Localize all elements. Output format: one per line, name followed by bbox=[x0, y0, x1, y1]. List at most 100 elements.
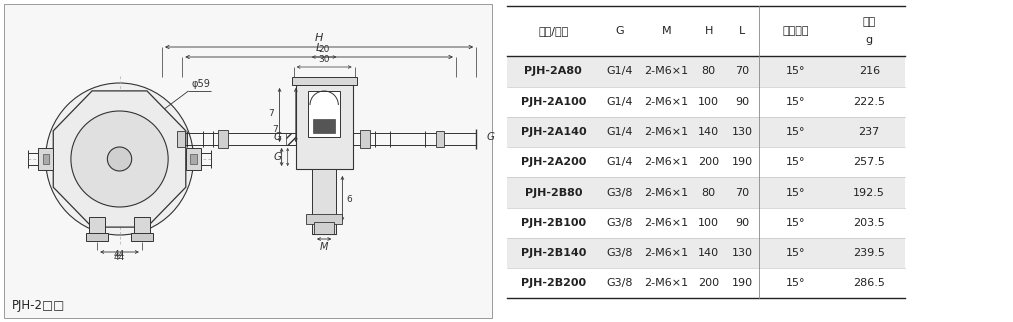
Text: 216: 216 bbox=[859, 66, 879, 77]
Bar bbox=[508, 238, 906, 268]
Bar bbox=[314, 222, 334, 234]
Text: 6: 6 bbox=[346, 194, 353, 204]
Text: 44: 44 bbox=[113, 253, 126, 262]
Text: H: H bbox=[315, 33, 323, 43]
Bar bbox=[508, 56, 906, 87]
Bar bbox=[508, 268, 906, 298]
Text: 70: 70 bbox=[735, 66, 750, 77]
Text: 15°: 15° bbox=[786, 127, 805, 137]
Text: PJH-2A140: PJH-2A140 bbox=[521, 127, 587, 137]
Text: φ59: φ59 bbox=[191, 79, 211, 89]
Bar bbox=[38, 148, 53, 170]
Circle shape bbox=[107, 147, 132, 171]
Text: 140: 140 bbox=[698, 127, 719, 137]
Text: 30: 30 bbox=[318, 55, 330, 64]
Bar bbox=[308, 91, 340, 137]
Bar bbox=[131, 233, 153, 241]
Text: L: L bbox=[738, 26, 746, 36]
Text: G3/8: G3/8 bbox=[607, 248, 633, 258]
Bar bbox=[312, 169, 336, 234]
Text: 15°: 15° bbox=[786, 97, 805, 107]
Text: 2-M6×1: 2-M6×1 bbox=[644, 127, 689, 137]
Text: M: M bbox=[661, 26, 672, 36]
Text: PJH-2A80: PJH-2A80 bbox=[525, 66, 582, 77]
Text: G1/4: G1/4 bbox=[607, 127, 633, 137]
Text: M: M bbox=[320, 242, 328, 252]
Text: 80: 80 bbox=[702, 187, 716, 198]
Text: 239.5: 239.5 bbox=[853, 248, 885, 258]
Text: 设定角度: 设定角度 bbox=[783, 26, 809, 36]
Text: 190: 190 bbox=[731, 278, 753, 289]
Text: 15°: 15° bbox=[786, 278, 805, 289]
Text: PJH-2A100: PJH-2A100 bbox=[521, 97, 587, 107]
Bar bbox=[306, 214, 342, 224]
Text: 2-M6×1: 2-M6×1 bbox=[644, 248, 689, 258]
Text: PJH-2□□: PJH-2□□ bbox=[12, 299, 66, 312]
Text: 130: 130 bbox=[731, 248, 753, 258]
Bar bbox=[134, 217, 150, 235]
Text: 200: 200 bbox=[698, 157, 719, 167]
Bar bbox=[286, 133, 296, 145]
Bar bbox=[508, 117, 906, 147]
Text: G: G bbox=[616, 26, 624, 36]
Bar bbox=[218, 130, 228, 148]
Ellipse shape bbox=[71, 111, 168, 207]
Bar bbox=[436, 131, 444, 147]
Text: 15°: 15° bbox=[786, 157, 805, 167]
Text: G: G bbox=[486, 132, 494, 142]
Text: G1/4: G1/4 bbox=[607, 66, 633, 77]
Text: 90: 90 bbox=[735, 97, 750, 107]
Bar bbox=[190, 154, 197, 164]
Bar bbox=[177, 131, 185, 147]
Bar bbox=[89, 217, 105, 235]
Text: 20: 20 bbox=[318, 45, 330, 54]
Text: 203.5: 203.5 bbox=[853, 218, 885, 228]
Bar bbox=[508, 6, 906, 56]
Text: 7: 7 bbox=[268, 109, 275, 118]
Bar bbox=[296, 79, 353, 169]
Text: 200: 200 bbox=[698, 278, 719, 289]
Text: 222.5: 222.5 bbox=[853, 97, 885, 107]
Text: G3/8: G3/8 bbox=[607, 218, 633, 228]
Bar bbox=[86, 233, 108, 241]
Bar bbox=[313, 119, 335, 133]
Bar bbox=[43, 154, 49, 164]
Text: PJH-2A200: PJH-2A200 bbox=[521, 157, 587, 167]
Text: L: L bbox=[316, 43, 322, 53]
Bar bbox=[292, 77, 357, 85]
Text: G: G bbox=[274, 132, 282, 142]
Text: 15°: 15° bbox=[786, 218, 805, 228]
Text: 2-M6×1: 2-M6×1 bbox=[644, 97, 689, 107]
Text: 100: 100 bbox=[698, 218, 719, 228]
Bar bbox=[508, 208, 906, 238]
Bar bbox=[508, 87, 906, 117]
Text: 15°: 15° bbox=[786, 187, 805, 198]
Text: 单重: 单重 bbox=[863, 17, 876, 27]
Bar bbox=[508, 147, 906, 177]
Bar bbox=[508, 177, 906, 208]
Text: 140: 140 bbox=[698, 248, 719, 258]
Bar bbox=[360, 130, 370, 148]
Text: PJH-2B80: PJH-2B80 bbox=[525, 187, 582, 198]
Text: 7: 7 bbox=[272, 125, 279, 134]
Ellipse shape bbox=[46, 83, 193, 235]
Bar bbox=[186, 148, 201, 170]
Text: PJH-2B100: PJH-2B100 bbox=[521, 218, 586, 228]
Text: G1/4: G1/4 bbox=[607, 157, 633, 167]
Text: H: H bbox=[704, 26, 713, 36]
Text: 286.5: 286.5 bbox=[853, 278, 885, 289]
Text: 2-M6×1: 2-M6×1 bbox=[644, 187, 689, 198]
Text: 44: 44 bbox=[113, 250, 126, 259]
Text: g: g bbox=[866, 35, 873, 45]
Text: 15°: 15° bbox=[786, 248, 805, 258]
Text: 70: 70 bbox=[735, 187, 750, 198]
Text: PJH-2B200: PJH-2B200 bbox=[521, 278, 586, 289]
Text: 2-M6×1: 2-M6×1 bbox=[644, 218, 689, 228]
Text: 192.5: 192.5 bbox=[853, 187, 885, 198]
Text: 2-M6×1: 2-M6×1 bbox=[644, 66, 689, 77]
Text: PJH-2B140: PJH-2B140 bbox=[521, 248, 587, 258]
Text: 15°: 15° bbox=[786, 66, 805, 77]
Text: 130: 130 bbox=[731, 127, 753, 137]
Text: 2-M6×1: 2-M6×1 bbox=[644, 157, 689, 167]
Text: G1/4: G1/4 bbox=[607, 97, 633, 107]
